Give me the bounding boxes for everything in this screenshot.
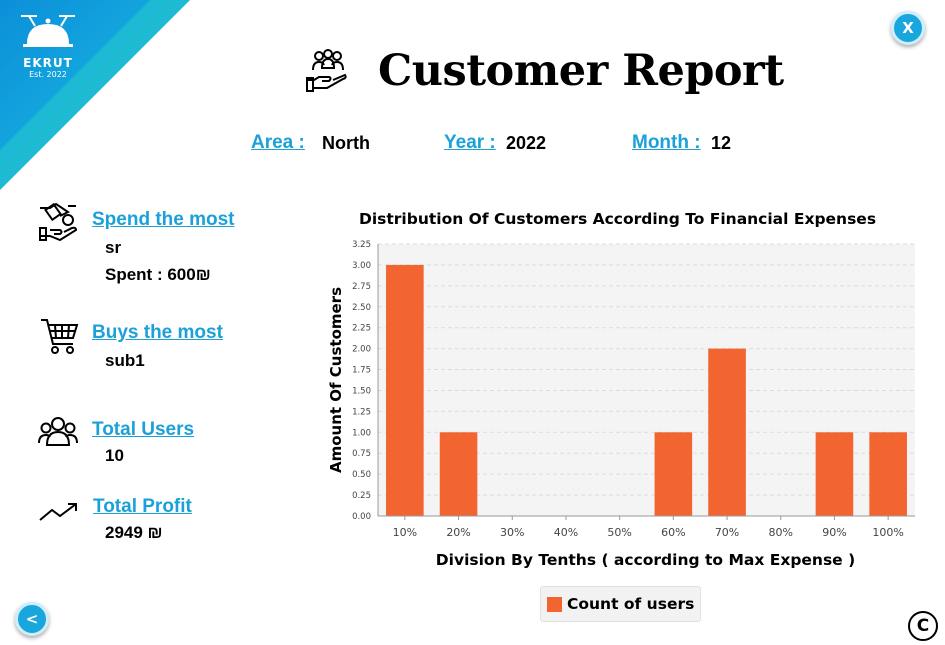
chart-title: Distribution Of Customers According To F… (358, 210, 877, 228)
total-users-label[interactable]: Total Users (92, 419, 195, 440)
copyright-icon: C (908, 611, 938, 641)
buys-most-name: sub1 (105, 351, 145, 370)
y-tick-label: 0.75 (352, 449, 371, 459)
bar-chart: 0.00 0.25 0.50 0.75 1.00 1.25 1.50 1.75 2.00 2.25… (327, 240, 915, 539)
bar (815, 432, 854, 516)
y-tick-label: 0.25 (352, 491, 371, 501)
brand-logo: EKRUT Est. 2022 (8, 8, 88, 79)
chart-legend: Count of users (540, 586, 702, 622)
x-tick-label: 50% (607, 526, 631, 539)
x-tick-label: 70% (715, 526, 739, 539)
users-group-icon (38, 417, 78, 446)
corner-ribbon (0, 0, 190, 190)
brand-est: Est. 2022 (29, 70, 67, 79)
shopping-cart-icon (41, 319, 79, 354)
y-tick-label: 0.50 (352, 470, 371, 480)
x-tick-label: 20% (446, 526, 470, 539)
bar (386, 264, 424, 516)
bar (439, 432, 478, 516)
area-value: North (322, 133, 370, 153)
money-exchange-icon (39, 202, 78, 242)
bar (708, 348, 746, 516)
month-value: 12 (711, 133, 732, 153)
close-button[interactable]: X (891, 11, 925, 45)
spend-most-name: sr (105, 238, 122, 257)
bar (869, 432, 907, 516)
x-tick-label: 80% (769, 526, 793, 539)
x-tick-label: 60% (661, 526, 685, 539)
customers-hand-icon (306, 49, 347, 92)
brand-name: EKRUT (23, 56, 73, 70)
y-tick-label: 1.75 (352, 366, 371, 376)
x-tick-label: 100% (872, 526, 903, 539)
area-label[interactable]: Area : (251, 132, 305, 153)
legend-swatch (547, 596, 562, 612)
total-profit-value: 2949 ₪ (105, 523, 163, 542)
x-tick-label: 30% (500, 526, 524, 539)
chart-x-axis-label: Division By Tenths ( according to Max Ex… (435, 551, 856, 569)
x-tick-label: 10% (393, 526, 417, 539)
y-tick-label: 1.50 (352, 386, 371, 396)
y-tick-label: 2.00 (352, 345, 371, 355)
year-label[interactable]: Year : (444, 132, 496, 153)
chart-y-axis-label: Amount Of Customers (327, 287, 345, 473)
legend-label: Count of users (567, 595, 695, 613)
page-title: Customer Report (378, 46, 784, 96)
x-tick-label: 90% (822, 526, 846, 539)
month-label[interactable]: Month : (632, 132, 701, 153)
back-button[interactable]: < (15, 602, 49, 636)
y-tick-label: 2.75 (352, 282, 371, 292)
spend-most-label[interactable]: Spend the most (92, 209, 235, 230)
spend-most-amount: Spent : 600₪ (105, 265, 211, 284)
y-tick-label: 3.25 (352, 240, 371, 250)
bar (654, 432, 693, 516)
y-tick-label: 2.50 (352, 303, 371, 313)
buys-most-label[interactable]: Buys the most (92, 322, 223, 343)
y-tick-label: 0.00 (352, 512, 371, 522)
cloche-drone-icon (21, 15, 75, 47)
trend-up-icon (39, 503, 77, 521)
total-profit-label[interactable]: Total Profit (93, 496, 192, 517)
y-tick-label: 2.25 (352, 324, 371, 334)
y-tick-label: 3.00 (352, 261, 371, 271)
y-tick-label: 1.00 (352, 428, 371, 438)
total-users-value: 10 (105, 446, 124, 465)
year-value: 2022 (506, 133, 547, 153)
x-tick-label: 40% (554, 526, 578, 539)
y-tick-label: 1.25 (352, 407, 371, 417)
